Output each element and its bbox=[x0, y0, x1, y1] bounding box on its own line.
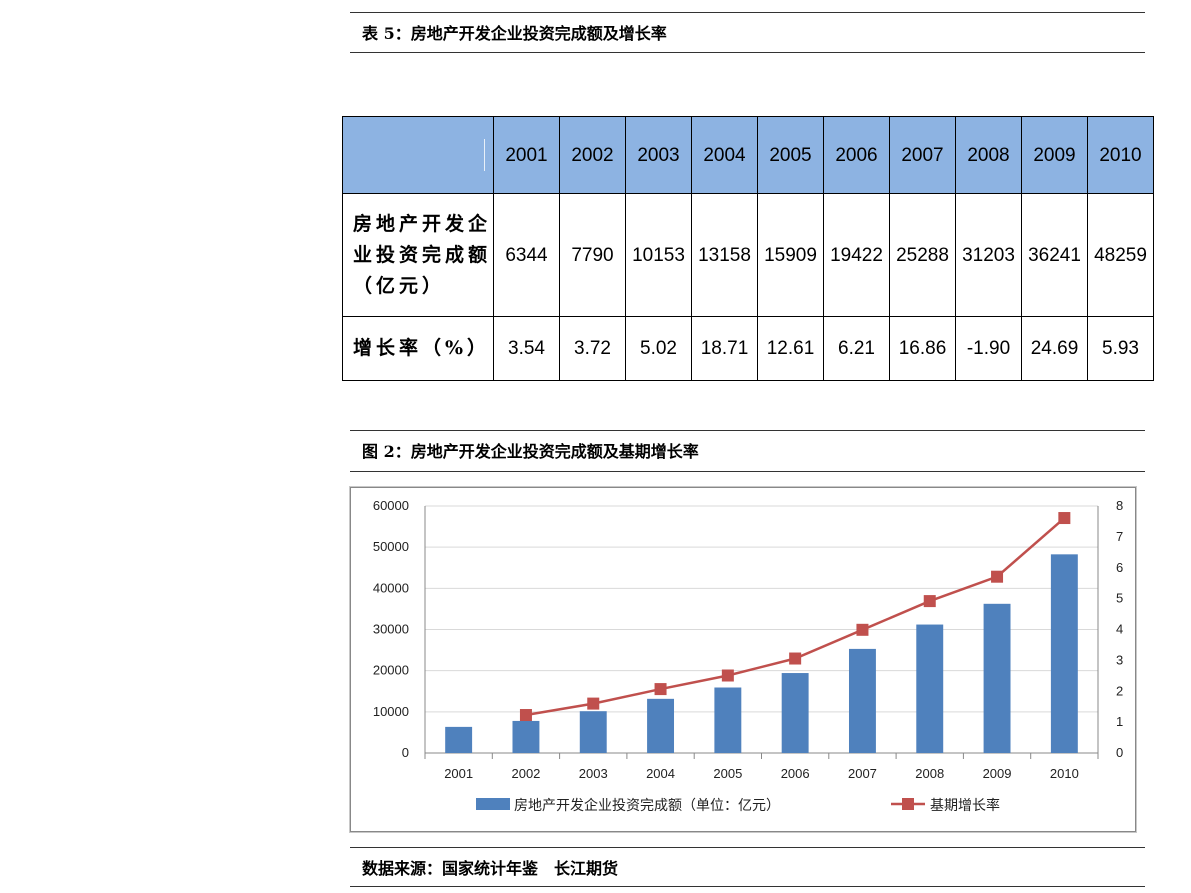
x-tick-label: 2009 bbox=[983, 766, 1012, 781]
y-left-tick-label: 40000 bbox=[373, 580, 409, 595]
legend-swatch-investment bbox=[476, 798, 510, 810]
table-cell: 3.54 bbox=[493, 316, 560, 381]
x-tick-label: 2002 bbox=[511, 766, 540, 781]
year-header: 2006 bbox=[823, 116, 890, 194]
table-cell: 16.86 bbox=[889, 316, 956, 381]
table-cell: 48259 bbox=[1087, 193, 1154, 317]
x-tick-label: 2007 bbox=[848, 766, 877, 781]
investment-bar bbox=[714, 687, 742, 753]
y-left-tick-label: 20000 bbox=[373, 663, 409, 678]
x-tick-label: 2001 bbox=[444, 766, 473, 781]
investment-bar bbox=[647, 698, 675, 753]
source-top-rule bbox=[350, 847, 1145, 848]
year-header: 2005 bbox=[757, 116, 824, 194]
y-left-tick-label: 0 bbox=[402, 745, 409, 760]
y-right-tick-label: 6 bbox=[1116, 560, 1123, 575]
table-cell: 5.02 bbox=[625, 316, 692, 381]
table-cell: -1.90 bbox=[955, 316, 1022, 381]
table-corner-cell bbox=[342, 116, 494, 194]
growth-marker bbox=[923, 595, 936, 608]
chart-caption-rule bbox=[350, 471, 1145, 472]
table-cell: 5.93 bbox=[1087, 316, 1154, 381]
y-left-tick-label: 10000 bbox=[373, 704, 409, 719]
bottom-rule bbox=[350, 886, 1145, 887]
growth-marker bbox=[1058, 512, 1071, 525]
year-header: 2008 bbox=[955, 116, 1022, 194]
investment-growth-chart: 0 10000 20000 30000 40000 50000 60000 0 1 2 3 4 5 6 7 8… bbox=[373, 498, 1123, 814]
x-tick-label: 2006 bbox=[781, 766, 810, 781]
table-row: 房地产开发企业投资完成额（亿元） 6344 7790 10153 13158 1… bbox=[342, 193, 1154, 317]
table-header-row: 2001 2002 2003 2004 2005 2006 2007 2008 … bbox=[342, 116, 1154, 194]
caption-rule bbox=[350, 52, 1145, 53]
y-right-tick-label: 2 bbox=[1116, 683, 1123, 698]
year-header: 2003 bbox=[625, 116, 692, 194]
y-left-tick-label: 60000 bbox=[373, 498, 409, 513]
table-cell: 18.71 bbox=[691, 316, 758, 381]
y-right-tick-label: 7 bbox=[1116, 529, 1123, 544]
investment-table: 2001 2002 2003 2004 2005 2006 2007 2008 … bbox=[342, 116, 1154, 381]
table-cell: 24.69 bbox=[1021, 316, 1088, 381]
y-left-tick-label: 50000 bbox=[373, 539, 409, 554]
y-right-tick-label: 1 bbox=[1116, 714, 1123, 729]
table-cell: 10153 bbox=[625, 193, 692, 317]
y-left-tick-label: 30000 bbox=[373, 622, 409, 637]
y-right-tick-label: 5 bbox=[1116, 591, 1123, 606]
investment-bar bbox=[848, 648, 876, 753]
table-cell: 36241 bbox=[1021, 193, 1088, 317]
top-rule bbox=[350, 12, 1145, 13]
table-cell: 7790 bbox=[559, 193, 626, 317]
year-header: 2001 bbox=[493, 116, 560, 194]
legend-label-investment: 房地产开发企业投资完成额（单位：亿元） bbox=[514, 797, 780, 814]
chart-caption-top-rule bbox=[350, 430, 1145, 431]
growth-marker bbox=[721, 669, 734, 682]
x-tick-label: 2004 bbox=[646, 766, 675, 781]
investment-bar bbox=[445, 726, 473, 753]
row-label-investment: 房地产开发企业投资完成额（亿元） bbox=[342, 193, 494, 317]
growth-marker bbox=[856, 623, 869, 636]
x-tick-label: 2010 bbox=[1050, 766, 1079, 781]
growth-marker bbox=[991, 570, 1004, 583]
investment-bar bbox=[916, 624, 944, 753]
table-cell: 15909 bbox=[757, 193, 824, 317]
investment-bar bbox=[1050, 554, 1078, 753]
chart-container: 0 10000 20000 30000 40000 50000 60000 0 1 2 3 4 5 6 7 8… bbox=[350, 487, 1136, 832]
y-right-tick-label: 0 bbox=[1116, 745, 1123, 760]
table-cell: 6.21 bbox=[823, 316, 890, 381]
year-header: 2009 bbox=[1021, 116, 1088, 194]
table-cell: 25288 bbox=[889, 193, 956, 317]
table-cell: 13158 bbox=[691, 193, 758, 317]
table-caption: 表 5：房地产开发企业投资完成额及增长率 bbox=[362, 24, 667, 43]
year-header: 2004 bbox=[691, 116, 758, 194]
table-cell: 31203 bbox=[955, 193, 1022, 317]
investment-bar bbox=[512, 720, 540, 753]
year-header: 2002 bbox=[559, 116, 626, 194]
source-note: 数据来源：国家统计年鉴 长江期货 bbox=[362, 859, 619, 878]
growth-marker bbox=[519, 709, 532, 722]
year-header: 2007 bbox=[889, 116, 956, 194]
investment-bar bbox=[579, 711, 607, 753]
investment-bar bbox=[781, 673, 809, 753]
y-right-tick-label: 3 bbox=[1116, 652, 1123, 667]
growth-marker bbox=[587, 697, 600, 710]
row-label-growth: 增长率（%） bbox=[342, 316, 494, 381]
growth-marker bbox=[789, 652, 802, 665]
legend-label-growth: 基期增长率 bbox=[930, 797, 1000, 814]
x-tick-label: 2003 bbox=[579, 766, 608, 781]
x-tick-label: 2005 bbox=[713, 766, 742, 781]
y-right-tick-label: 4 bbox=[1116, 622, 1123, 637]
legend-swatch-growth-marker bbox=[902, 798, 914, 810]
table-cell: 12.61 bbox=[757, 316, 824, 381]
table-cell: 19422 bbox=[823, 193, 890, 317]
x-tick-label: 2008 bbox=[915, 766, 944, 781]
chart-caption: 图 2：房地产开发企业投资完成额及基期增长率 bbox=[362, 442, 699, 461]
table-cell: 6344 bbox=[493, 193, 560, 317]
growth-marker bbox=[654, 683, 667, 696]
year-header: 2010 bbox=[1087, 116, 1154, 194]
table-row: 增长率（%） 3.54 3.72 5.02 18.71 12.61 6.21 1… bbox=[342, 316, 1154, 381]
investment-bar bbox=[983, 603, 1011, 753]
y-right-tick-label: 8 bbox=[1116, 498, 1123, 513]
table-cell: 3.72 bbox=[559, 316, 626, 381]
